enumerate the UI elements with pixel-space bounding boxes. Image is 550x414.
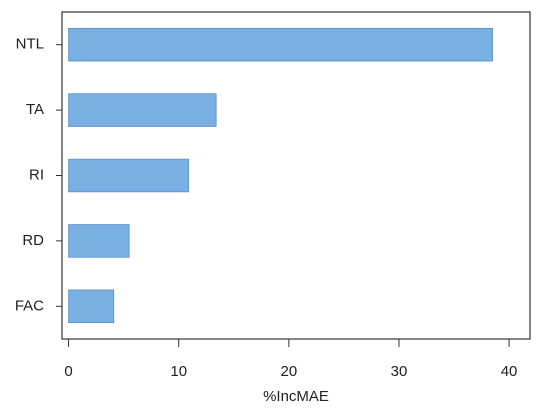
y-tick-label: RI — [29, 166, 44, 183]
bar — [68, 158, 190, 193]
x-tick-label: 20 — [280, 363, 297, 380]
y-tick-label: NTL — [16, 36, 44, 53]
y-tick-label: TA — [26, 101, 44, 118]
x-axis-label: %IncMAE — [263, 388, 329, 405]
bar — [68, 289, 115, 324]
y-tick-label: RD — [22, 232, 44, 249]
bar — [68, 27, 493, 62]
bar — [68, 224, 130, 258]
x-tick-label: 0 — [64, 363, 72, 380]
bar — [68, 93, 217, 127]
y-tick-label: FAC — [15, 297, 44, 314]
x-tick-label: 40 — [501, 363, 518, 380]
x-tick-label: 10 — [170, 363, 187, 380]
x-tick-label: 30 — [391, 363, 408, 380]
